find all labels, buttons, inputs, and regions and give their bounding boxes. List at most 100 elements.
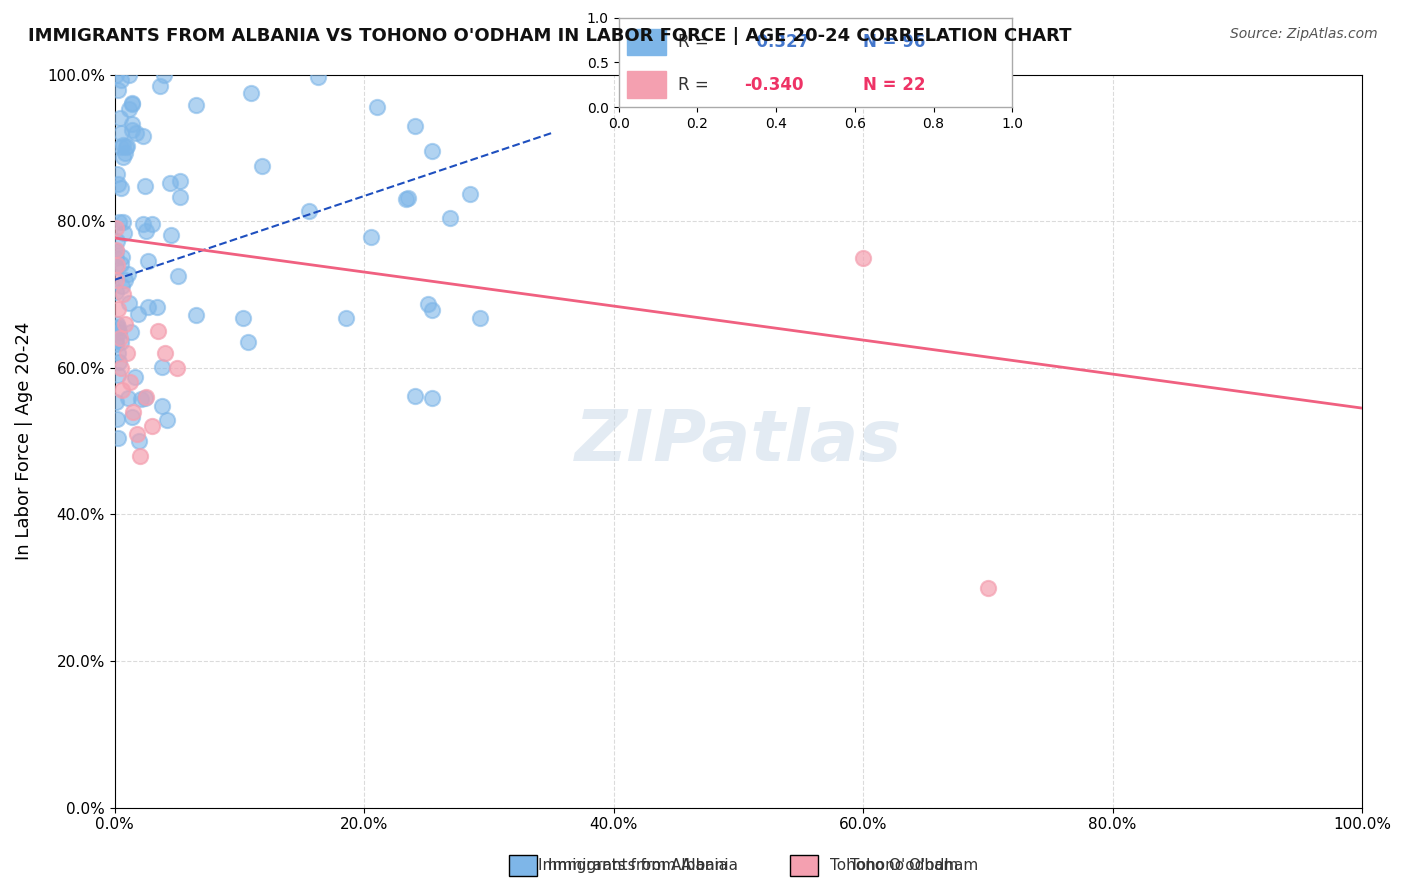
Point <box>439 211 461 226</box>
Point <box>420 391 443 405</box>
Point <box>118 295 141 310</box>
Point <box>107 320 129 334</box>
Point <box>156 413 179 427</box>
Point <box>107 83 129 97</box>
Text: IMMIGRANTS FROM ALBANIA VS TOHONO O'ODHAM IN LABOR FORCE | AGE 20-24 CORRELATION: IMMIGRANTS FROM ALBANIA VS TOHONO O'ODHA… <box>28 27 1071 45</box>
Point <box>110 250 132 264</box>
Point <box>184 98 207 112</box>
Point <box>125 126 148 140</box>
Point <box>112 215 135 229</box>
Point <box>111 138 134 153</box>
Point <box>111 383 134 397</box>
FancyBboxPatch shape <box>509 855 537 876</box>
Point <box>131 218 153 232</box>
FancyBboxPatch shape <box>790 855 818 876</box>
Point <box>114 317 136 331</box>
Point <box>169 190 191 204</box>
Point <box>160 227 183 242</box>
Point <box>404 389 426 403</box>
Point <box>468 310 491 325</box>
Point <box>110 360 132 375</box>
Point <box>120 325 142 339</box>
Point <box>150 399 173 413</box>
Point <box>117 139 139 153</box>
Y-axis label: In Labor Force | Age 20-24: In Labor Force | Age 20-24 <box>15 322 32 560</box>
Point <box>121 95 143 110</box>
Point <box>104 221 127 235</box>
Point <box>110 257 132 271</box>
Point <box>104 273 127 287</box>
Text: Immigrants from Albania: Immigrants from Albania <box>537 858 728 872</box>
Point <box>141 217 163 231</box>
Point <box>107 320 129 334</box>
Point <box>307 70 329 85</box>
Point <box>153 68 176 82</box>
Point <box>852 251 875 265</box>
Point <box>110 72 132 87</box>
Text: Source: ZipAtlas.com: Source: ZipAtlas.com <box>1230 27 1378 41</box>
FancyBboxPatch shape <box>627 29 666 55</box>
Text: N = 96: N = 96 <box>863 33 925 51</box>
Point <box>360 230 382 244</box>
Point <box>118 376 141 390</box>
Point <box>159 176 181 190</box>
Point <box>366 100 388 114</box>
Point <box>114 146 136 161</box>
Point <box>239 86 262 100</box>
Point <box>125 426 148 441</box>
Point <box>114 273 136 287</box>
Point <box>121 117 143 131</box>
Point <box>107 215 129 229</box>
Point <box>298 203 321 218</box>
Point <box>394 192 416 206</box>
Point <box>250 160 273 174</box>
Point <box>186 308 208 322</box>
Point <box>105 258 128 272</box>
Point <box>335 310 357 325</box>
Point <box>107 325 129 339</box>
Point <box>104 68 127 82</box>
Point <box>132 129 155 144</box>
Point <box>128 449 150 463</box>
Point <box>112 150 135 164</box>
Point <box>104 244 127 258</box>
Point <box>422 303 444 318</box>
Point <box>127 307 149 321</box>
Point <box>122 405 145 419</box>
Point <box>977 581 1000 595</box>
Point <box>135 224 157 238</box>
Point <box>105 412 128 426</box>
Point <box>110 111 132 125</box>
Point <box>150 360 173 375</box>
Point <box>169 174 191 188</box>
Point <box>420 144 443 158</box>
Point <box>104 252 127 266</box>
Text: Immigrants from Albania: Immigrants from Albania <box>548 858 738 872</box>
Point <box>232 311 254 326</box>
Point <box>110 127 132 141</box>
Point <box>105 235 128 249</box>
Point <box>107 302 129 317</box>
Point <box>107 168 129 182</box>
Point <box>121 97 143 112</box>
Point <box>104 260 127 274</box>
Point <box>112 226 135 240</box>
Point <box>105 318 128 332</box>
Point <box>141 419 163 434</box>
Point <box>136 253 159 268</box>
Point <box>107 368 129 382</box>
Text: R =: R = <box>678 33 709 51</box>
Point <box>108 354 131 368</box>
Point <box>104 244 127 258</box>
Point <box>166 360 188 375</box>
Point <box>145 300 167 314</box>
Point <box>107 177 129 191</box>
Point <box>117 267 139 281</box>
Point <box>396 191 419 205</box>
Point <box>129 392 152 406</box>
Point <box>458 186 481 201</box>
Point <box>136 300 159 314</box>
Point <box>128 434 150 449</box>
Point <box>166 269 188 284</box>
Point <box>134 391 156 405</box>
